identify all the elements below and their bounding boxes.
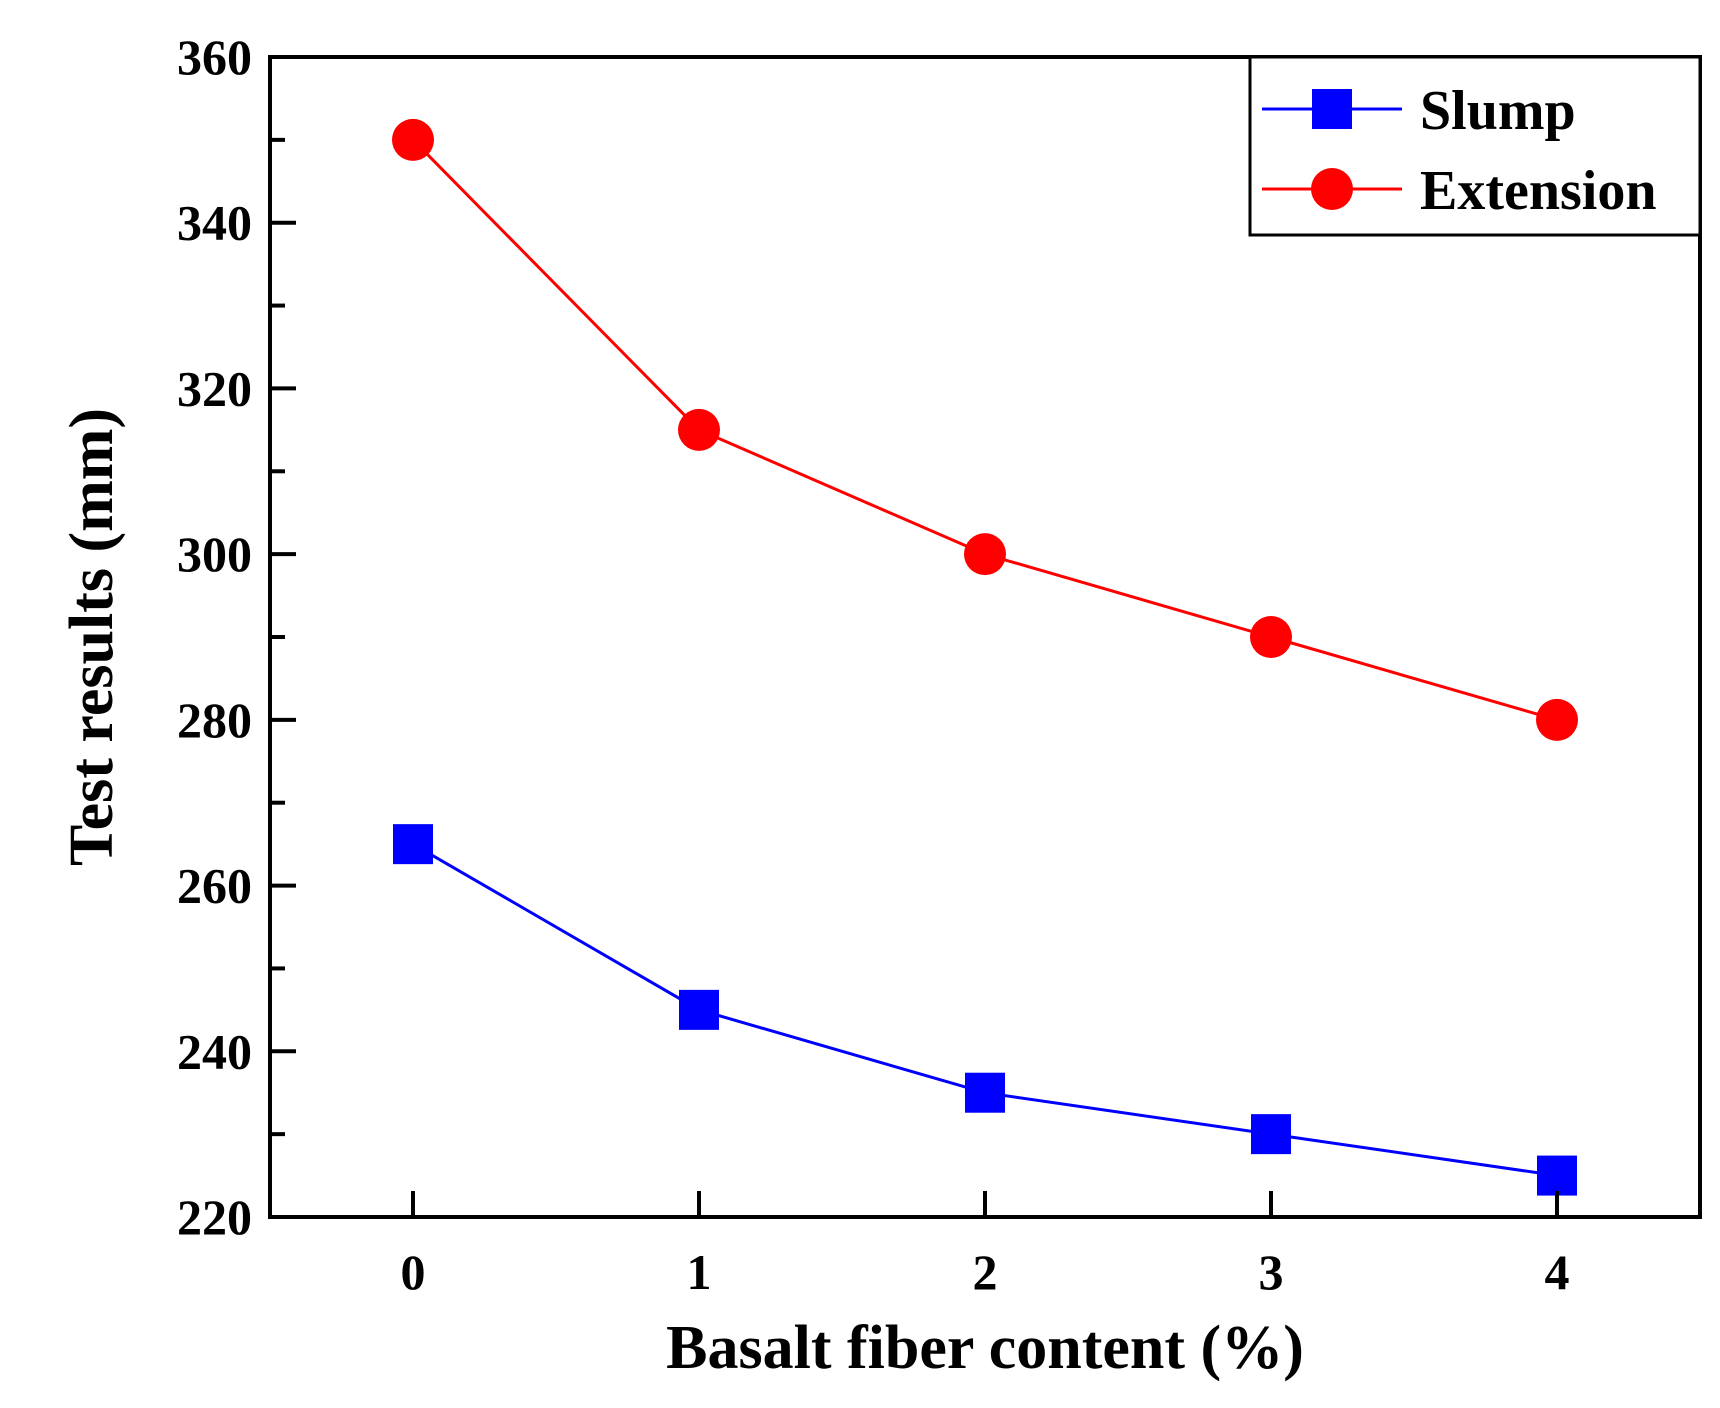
y-tick-label: 240 <box>177 1023 252 1079</box>
x-tick-label: 2 <box>973 1244 998 1300</box>
y-tick-label: 280 <box>177 692 252 748</box>
x-tick-label: 0 <box>401 1244 426 1300</box>
y-tick-label: 360 <box>177 29 252 85</box>
x-tick-label: 1 <box>687 1244 712 1300</box>
data-point-extension <box>392 118 434 161</box>
legend-marker-extension <box>1311 168 1353 210</box>
y-tick-label: 220 <box>177 1189 252 1245</box>
data-point-extension <box>964 533 1006 576</box>
x-axis-title: Basalt fiber content (%) <box>666 1314 1304 1382</box>
x-axis-ticks: 0 1 2 3 4 <box>401 1191 1570 1300</box>
data-point-slump <box>679 989 719 1030</box>
data-point-slump <box>965 1072 1005 1113</box>
legend: Slump Extension <box>1248 55 1702 237</box>
legend-marker-slump <box>1312 89 1352 129</box>
legend-label-slump: Slump <box>1420 80 1576 142</box>
y-tick-label: 320 <box>177 360 252 416</box>
x-tick-label: 3 <box>1259 1244 1284 1300</box>
data-point-slump <box>393 824 433 865</box>
y-axis-ticks: 220 240 260 280 300 320 340 360 <box>177 29 296 1245</box>
data-point-extension <box>1250 616 1292 658</box>
y-tick-label: 260 <box>177 858 252 914</box>
data-point-slump <box>1251 1114 1291 1155</box>
plot-lines <box>411 138 1558 1178</box>
legend-label-extension: Extension <box>1420 160 1657 222</box>
plot-markers <box>392 118 1578 1196</box>
y-axis-title: Test results (mm) <box>58 408 126 866</box>
data-point-extension <box>678 408 720 451</box>
y-tick-label: 340 <box>177 195 252 251</box>
series-line-slump <box>412 842 1558 1178</box>
data-point-extension <box>1536 698 1578 741</box>
data-point-slump <box>1537 1155 1577 1196</box>
x-tick-label: 4 <box>1545 1244 1570 1300</box>
y-tick-label: 300 <box>177 526 252 582</box>
